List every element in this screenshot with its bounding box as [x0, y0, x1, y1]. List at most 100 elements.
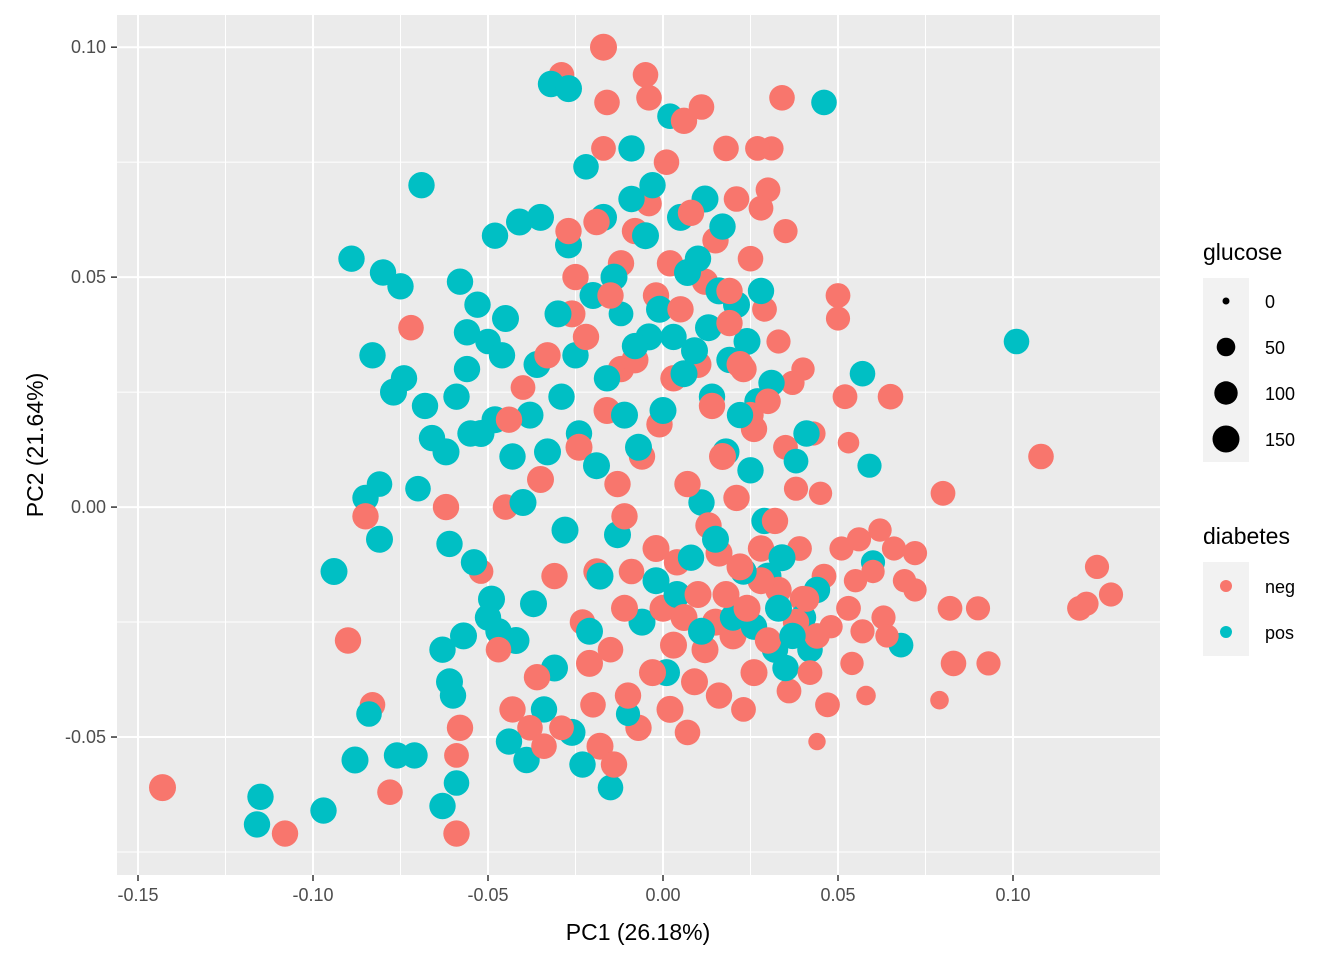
data-point-pos	[573, 154, 599, 180]
data-point-neg	[674, 719, 701, 746]
data-point-pos	[383, 742, 411, 769]
x-axis-title: PC1 (26.18%)	[566, 919, 710, 945]
size-legend: glucose 0 50 100 150	[1203, 239, 1295, 462]
data-point-neg	[531, 733, 557, 759]
size-legend-key	[1212, 425, 1240, 453]
data-point-pos	[492, 305, 519, 332]
data-point-neg	[591, 136, 616, 161]
size-legend-key	[1222, 297, 1230, 305]
data-point-pos	[765, 594, 792, 622]
data-point-pos	[544, 300, 572, 328]
data-point-pos	[674, 259, 701, 286]
data-point-pos	[632, 222, 659, 250]
data-point-pos	[811, 89, 837, 116]
data-point-neg	[780, 370, 805, 395]
data-point-neg	[681, 668, 708, 696]
data-point-pos	[411, 392, 439, 420]
data-point-neg	[600, 751, 628, 778]
data-point-neg	[667, 296, 694, 323]
data-point-neg	[815, 692, 840, 718]
data-point-neg	[705, 682, 733, 709]
data-point-pos	[450, 622, 477, 650]
data-point-neg	[688, 94, 715, 120]
data-point-neg	[723, 484, 750, 512]
data-point-neg	[808, 481, 833, 505]
data-point-neg	[527, 466, 554, 493]
data-point-pos	[660, 323, 687, 351]
data-point-neg	[611, 503, 638, 530]
data-point-pos	[520, 590, 547, 618]
data-point-neg	[604, 470, 631, 498]
data-point-neg	[761, 507, 789, 535]
data-point-neg	[334, 627, 362, 654]
data-point-neg	[737, 245, 764, 272]
color-legend-label: neg	[1265, 577, 1295, 597]
data-point-pos	[709, 213, 736, 240]
data-point-neg	[1084, 554, 1110, 580]
data-point-pos	[681, 337, 708, 365]
data-point-neg	[1098, 582, 1124, 607]
data-point-neg	[740, 659, 768, 687]
data-point-pos	[341, 746, 369, 774]
data-point-neg	[731, 697, 756, 722]
data-point-pos	[359, 342, 386, 369]
data-point-neg	[674, 470, 701, 498]
data-point-neg	[793, 586, 820, 612]
color-legend-key-pos	[1220, 626, 1232, 638]
data-point-pos	[548, 383, 575, 410]
data-point-neg	[572, 323, 600, 351]
data-point-pos	[688, 617, 715, 645]
color-legend-label: pos	[1265, 623, 1294, 643]
data-point-pos	[702, 525, 729, 553]
data-point-neg	[937, 595, 963, 621]
data-point-neg	[485, 636, 512, 663]
data-point-neg	[745, 136, 770, 161]
data-point-neg	[713, 135, 739, 162]
data-point-neg	[733, 594, 761, 622]
data-point-pos	[457, 420, 484, 447]
data-point-neg	[881, 536, 907, 561]
data-point-neg	[576, 649, 603, 677]
data-point-pos	[615, 701, 641, 727]
data-point-pos	[857, 453, 882, 478]
data-point-neg	[377, 779, 403, 805]
y-tick-label: 0.05	[71, 267, 106, 287]
data-point-pos	[446, 268, 474, 295]
data-point-pos	[670, 360, 698, 388]
data-point-pos	[737, 457, 764, 484]
data-point-neg	[1074, 591, 1099, 616]
data-point-neg	[825, 306, 851, 331]
data-point-neg	[825, 283, 851, 308]
data-point-neg	[868, 518, 892, 542]
data-point-pos	[352, 484, 379, 512]
x-tick-label: -0.05	[467, 885, 508, 905]
data-point-pos	[593, 365, 621, 392]
data-point-pos	[481, 222, 509, 249]
data-point-neg	[590, 33, 617, 61]
data-point-pos	[793, 420, 820, 447]
data-point-neg	[875, 624, 899, 648]
size-legend-label: 150	[1265, 430, 1295, 450]
data-point-neg	[808, 732, 826, 751]
data-point-neg	[670, 107, 698, 134]
data-point-neg	[555, 217, 582, 245]
data-point-pos	[618, 185, 645, 213]
data-point-pos	[320, 558, 348, 585]
data-point-neg	[632, 62, 659, 88]
data-point-neg	[614, 682, 642, 709]
data-point-neg	[541, 562, 568, 590]
data-point-pos	[639, 172, 666, 199]
x-tick-label: 0.00	[645, 885, 680, 905]
data-point-neg	[836, 595, 861, 621]
data-point-pos	[677, 544, 705, 571]
data-point-pos	[555, 75, 582, 103]
data-point-pos	[453, 355, 481, 383]
data-point-pos	[695, 314, 722, 342]
size-legend-key	[1216, 337, 1236, 357]
data-point-neg	[597, 636, 624, 663]
data-point-pos	[783, 448, 809, 474]
data-point-neg	[698, 392, 726, 420]
data-point-neg	[398, 314, 424, 341]
x-tick-label: 0.10	[995, 885, 1030, 905]
